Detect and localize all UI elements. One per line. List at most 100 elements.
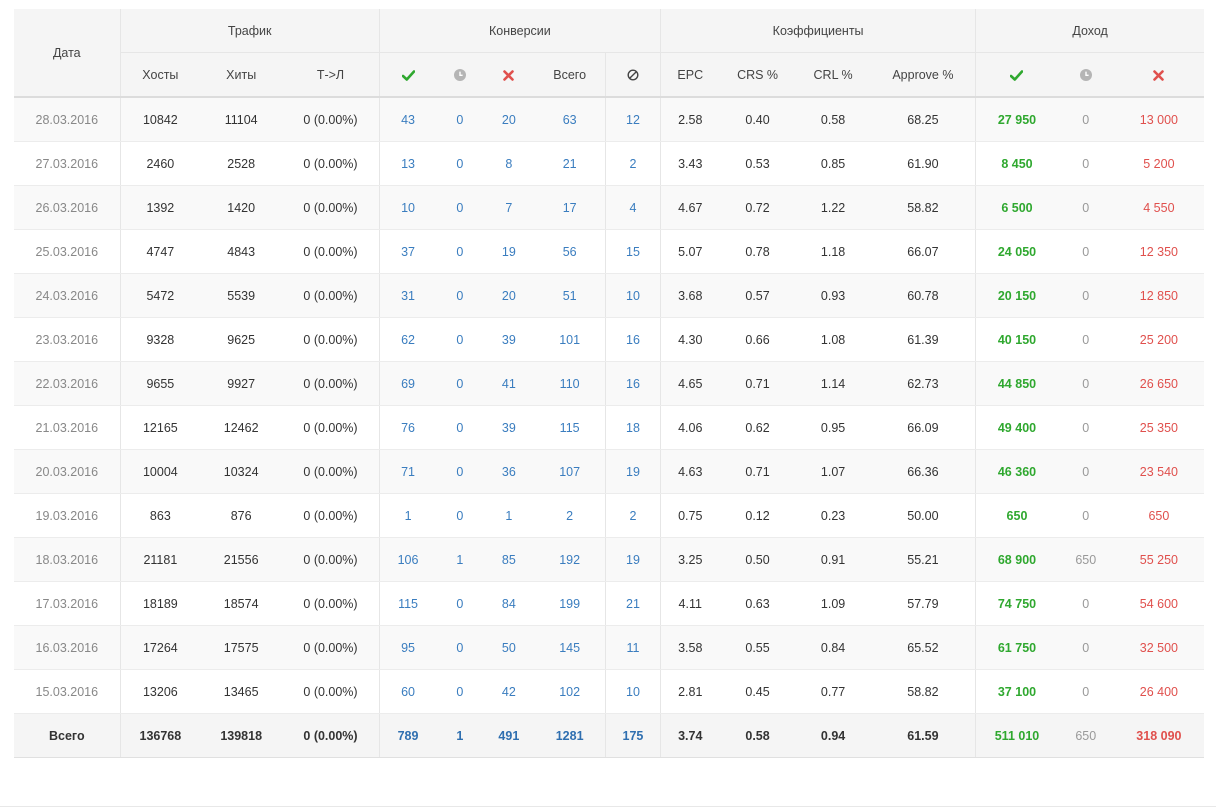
cell-conv-total[interactable]: 56 [534, 229, 606, 274]
totals-conv-rejected[interactable]: 491 [483, 713, 535, 758]
cell-income-approved: 49 400 [975, 405, 1058, 450]
cell-conv-pending[interactable]: 0 [436, 493, 484, 538]
cell-conv-approved[interactable]: 60 [378, 669, 437, 714]
header-income-rejected[interactable] [1113, 52, 1204, 98]
cell-conv-approved[interactable]: 71 [378, 449, 437, 494]
cell-approve: 58.82 [870, 669, 976, 714]
cell-conv-approved[interactable]: 62 [378, 317, 437, 362]
header-crl[interactable]: CRL % [795, 52, 871, 98]
cell-conv-trash[interactable]: 16 [604, 317, 661, 362]
cell-conv-rejected[interactable]: 20 [483, 97, 535, 142]
header-hosts[interactable]: Хосты [119, 52, 201, 98]
cell-epc: 2.58 [659, 97, 720, 142]
cell-conv-total[interactable]: 115 [534, 405, 606, 450]
cell-conv-approved[interactable]: 115 [378, 581, 437, 626]
cell-conv-trash[interactable]: 18 [604, 405, 661, 450]
totals-conv-approved[interactable]: 789 [378, 713, 437, 758]
cell-conv-pending[interactable]: 0 [436, 405, 484, 450]
header-epc[interactable]: EPC [659, 52, 720, 98]
cell-conv-approved[interactable]: 43 [378, 97, 437, 142]
cell-conv-pending[interactable]: 0 [436, 669, 484, 714]
cell-conv-approved[interactable]: 10 [378, 185, 437, 230]
cell-crs: 0.57 [719, 273, 796, 318]
cell-conv-rejected[interactable]: 36 [483, 449, 535, 494]
cell-conv-rejected[interactable]: 20 [483, 273, 535, 318]
cell-conv-rejected[interactable]: 84 [483, 581, 535, 626]
cell-conv-trash[interactable]: 11 [604, 625, 661, 670]
cell-tl: 0 (0.00%) [282, 141, 380, 186]
cell-conv-trash[interactable]: 19 [604, 449, 661, 494]
cell-conv-pending[interactable]: 0 [436, 581, 484, 626]
stats-table-container: Дата Трафик Конверсии Коэффициенты Доход… [14, 9, 1204, 758]
cell-conv-trash[interactable]: 12 [604, 97, 661, 142]
cell-conv-rejected[interactable]: 8 [483, 141, 535, 186]
cell-conv-trash[interactable]: 21 [604, 581, 661, 626]
cell-conv-pending[interactable]: 0 [436, 229, 484, 274]
cell-conv-total[interactable]: 199 [534, 581, 606, 626]
cell-conv-approved[interactable]: 31 [378, 273, 437, 318]
cell-conv-total[interactable]: 21 [534, 141, 606, 186]
header-conv-pending[interactable] [436, 52, 484, 98]
totals-conv-total[interactable]: 1281 [534, 713, 606, 758]
cell-conv-trash[interactable]: 2 [604, 493, 661, 538]
cell-conv-pending[interactable]: 0 [436, 141, 484, 186]
header-conv-trash[interactable] [604, 52, 661, 98]
cell-income-approved: 20 150 [975, 273, 1058, 318]
cell-conv-pending[interactable]: 0 [436, 625, 484, 670]
cell-conv-approved[interactable]: 76 [378, 405, 437, 450]
cell-conv-trash[interactable]: 2 [604, 141, 661, 186]
cell-conv-pending[interactable]: 0 [436, 449, 484, 494]
cell-conv-total[interactable]: 102 [534, 669, 606, 714]
cell-conv-pending[interactable]: 0 [436, 185, 484, 230]
cell-conv-pending[interactable]: 0 [436, 317, 484, 362]
header-income-approved[interactable] [975, 52, 1058, 98]
cell-conv-approved[interactable]: 95 [378, 625, 437, 670]
cell-conv-rejected[interactable]: 41 [483, 361, 535, 406]
cell-conv-approved[interactable]: 106 [378, 537, 437, 582]
cell-conv-pending[interactable]: 0 [436, 273, 484, 318]
cell-conv-trash[interactable]: 10 [604, 273, 661, 318]
totals-conv-pending[interactable]: 1 [436, 713, 484, 758]
header-conv-rejected[interactable] [483, 52, 535, 98]
cell-conv-rejected[interactable]: 7 [483, 185, 535, 230]
cell-conv-total[interactable]: 145 [534, 625, 606, 670]
cell-conv-total[interactable]: 110 [534, 361, 606, 406]
cell-conv-rejected[interactable]: 85 [483, 537, 535, 582]
cell-conv-pending[interactable]: 0 [436, 361, 484, 406]
header-conv-approved[interactable] [378, 52, 437, 98]
header-conv-total[interactable]: Всего [534, 52, 606, 98]
cell-conv-rejected[interactable]: 19 [483, 229, 535, 274]
cell-conv-approved[interactable]: 13 [378, 141, 437, 186]
cell-conv-rejected[interactable]: 39 [483, 405, 535, 450]
table-row: 24.03.2016 5472 5539 0 (0.00%) 31 0 20 51 10 3.68… [14, 273, 1204, 318]
header-approve[interactable]: Approve % [870, 52, 976, 98]
cell-conv-pending[interactable]: 1 [436, 537, 484, 582]
cell-conv-trash[interactable]: 16 [604, 361, 661, 406]
header-tl[interactable]: Т->Л [282, 52, 380, 98]
header-crs[interactable]: CRS % [719, 52, 796, 98]
cell-conv-trash[interactable]: 4 [604, 185, 661, 230]
cell-conv-total[interactable]: 51 [534, 273, 606, 318]
cell-conv-total[interactable]: 63 [534, 97, 606, 142]
cell-conv-total[interactable]: 2 [534, 493, 606, 538]
cell-conv-total[interactable]: 101 [534, 317, 606, 362]
cell-conv-rejected[interactable]: 39 [483, 317, 535, 362]
cell-conv-approved[interactable]: 1 [378, 493, 437, 538]
cell-conv-rejected[interactable]: 1 [483, 493, 535, 538]
cell-income-pending: 0 [1057, 185, 1114, 230]
cell-conv-trash[interactable]: 15 [604, 229, 661, 274]
cell-conv-trash[interactable]: 19 [604, 537, 661, 582]
cell-conv-rejected[interactable]: 42 [483, 669, 535, 714]
cell-conv-total[interactable]: 17 [534, 185, 606, 230]
header-income-pending[interactable] [1057, 52, 1114, 98]
cell-conv-trash[interactable]: 10 [604, 669, 661, 714]
cell-conv-total[interactable]: 192 [534, 537, 606, 582]
cell-conv-approved[interactable]: 69 [378, 361, 437, 406]
cell-conv-total[interactable]: 107 [534, 449, 606, 494]
header-hits[interactable]: Хиты [200, 52, 283, 98]
cell-conv-pending[interactable]: 0 [436, 97, 484, 142]
cell-conv-rejected[interactable]: 50 [483, 625, 535, 670]
header-date[interactable]: Дата [14, 9, 121, 98]
cell-conv-approved[interactable]: 37 [378, 229, 437, 274]
totals-conv-trash[interactable]: 175 [604, 713, 661, 758]
